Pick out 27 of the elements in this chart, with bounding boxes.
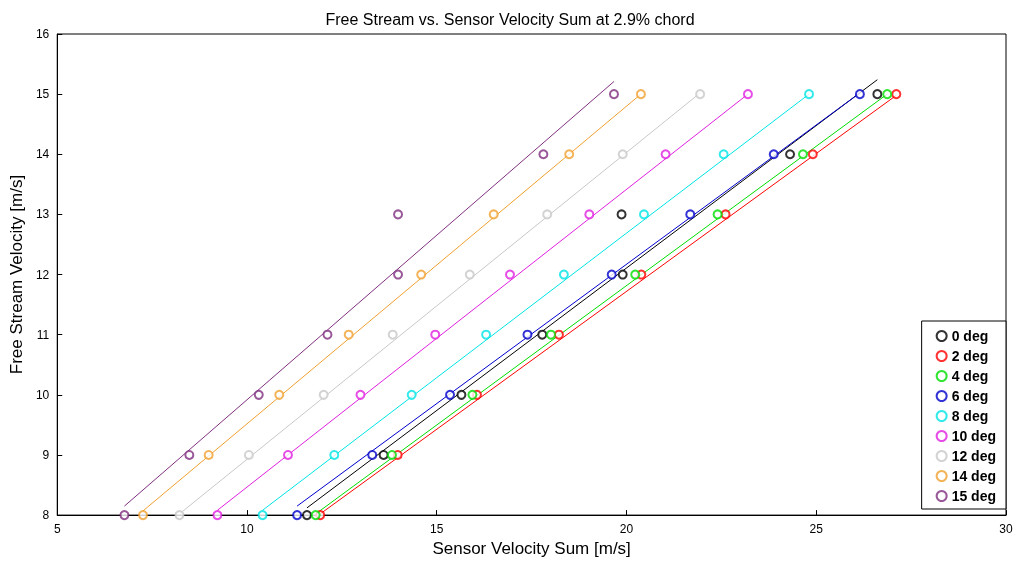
legend-label: 4 deg — [951, 368, 989, 384]
y-tick-label: 10 — [35, 387, 50, 402]
x-axis-title: Sensor Velocity Sum [m/s] — [432, 539, 631, 558]
legend-label: 15 deg — [951, 488, 997, 504]
legend-label: 8 deg — [951, 408, 989, 424]
legend-label: 2 deg — [951, 348, 989, 364]
legend-label: 14 deg — [951, 468, 997, 484]
x-tick-label: 15 — [430, 522, 444, 537]
x-tick-label: 30 — [999, 522, 1013, 537]
x-tick-label: 20 — [619, 522, 634, 537]
y-tick-label: 14 — [35, 147, 50, 162]
x-tick-label: 5 — [53, 522, 61, 537]
y-tick-label: 9 — [42, 447, 50, 462]
y-tick-label: 8 — [42, 508, 50, 523]
y-tick-label: 13 — [35, 207, 50, 222]
y-tick-label: 15 — [35, 87, 50, 102]
y-tick-label: 16 — [35, 27, 50, 41]
legend-label: 10 deg — [951, 428, 997, 444]
x-tick-label: 25 — [809, 522, 824, 537]
legend-label: 6 deg — [951, 388, 989, 404]
legend-label: 0 deg — [951, 328, 989, 344]
legend-label: 12 deg — [951, 448, 997, 464]
chart-title: Free Stream vs. Sensor Velocity Sum at 2.9% chord — [325, 10, 695, 28]
x-tick-label: 10 — [240, 522, 254, 537]
y-axis-title: Free Stream Velocity [m/s] — [7, 174, 26, 375]
y-tick-label: 11 — [36, 327, 50, 342]
y-tick-label: 12 — [35, 267, 50, 282]
